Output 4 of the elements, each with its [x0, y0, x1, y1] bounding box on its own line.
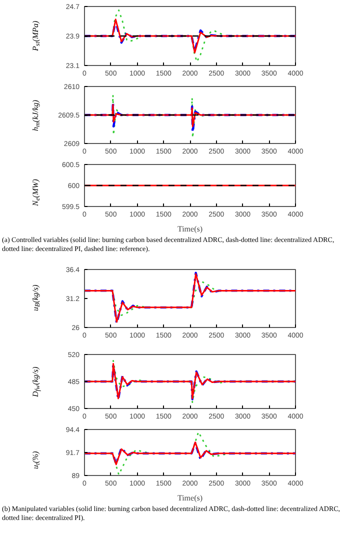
line-series: [84, 104, 296, 128]
x-axis-title: Time(s): [177, 494, 203, 502]
line-series: [84, 101, 296, 134]
x-axis-title: Time(s): [177, 224, 203, 234]
